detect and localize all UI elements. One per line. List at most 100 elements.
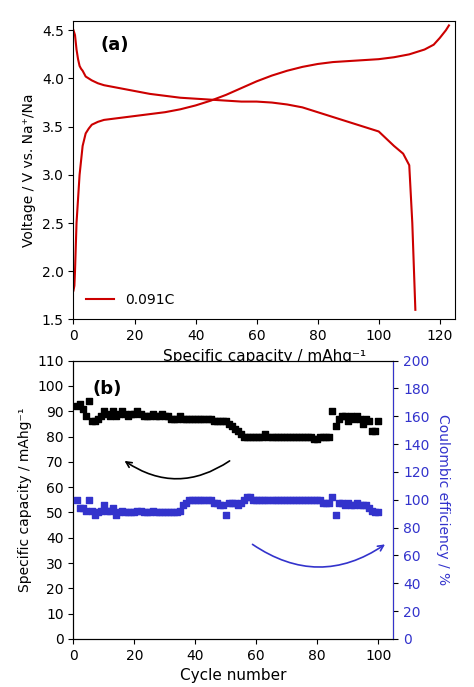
Point <box>155 411 163 422</box>
Point <box>189 414 196 425</box>
Point <box>76 398 83 409</box>
Point <box>234 500 242 511</box>
Point <box>131 507 138 518</box>
Point <box>195 414 202 425</box>
Point <box>335 497 342 508</box>
Point <box>94 507 101 518</box>
Point <box>368 506 376 517</box>
Point <box>338 411 346 422</box>
Point <box>85 396 92 407</box>
X-axis label: Cycle number: Cycle number <box>180 668 287 683</box>
Point <box>161 507 169 518</box>
Point <box>274 431 282 442</box>
Point <box>173 414 181 425</box>
Point <box>371 507 379 518</box>
Point <box>100 500 108 511</box>
Point <box>112 510 120 521</box>
Point <box>317 431 324 442</box>
Point <box>310 433 318 444</box>
Point <box>353 411 361 422</box>
Point <box>259 431 266 442</box>
Point <box>368 426 376 437</box>
Point <box>79 403 86 414</box>
Point <box>228 497 236 508</box>
Point <box>307 495 315 506</box>
Point <box>289 495 297 506</box>
Point <box>350 500 357 511</box>
Point <box>219 416 227 427</box>
Point <box>73 401 80 412</box>
Point <box>326 431 333 442</box>
Point <box>298 431 306 442</box>
Point <box>231 497 239 508</box>
Point <box>341 500 348 511</box>
Point <box>146 411 154 422</box>
Text: (b): (b) <box>92 380 122 398</box>
Point <box>176 506 184 517</box>
Point <box>143 411 150 422</box>
Point <box>280 431 288 442</box>
Point <box>362 414 370 425</box>
Point <box>280 495 288 506</box>
Point <box>219 500 227 511</box>
Legend: 0.091C: 0.091C <box>81 287 180 313</box>
Point <box>191 414 199 425</box>
Point <box>161 411 169 422</box>
Y-axis label: Specific capacity / mAhg⁻¹: Specific capacity / mAhg⁻¹ <box>18 407 32 592</box>
Point <box>94 414 101 425</box>
Point <box>103 408 111 419</box>
Point <box>362 500 370 511</box>
Point <box>128 507 135 518</box>
Point <box>121 408 129 419</box>
Point <box>292 495 300 506</box>
Point <box>292 431 300 442</box>
Point <box>155 507 163 518</box>
Point <box>158 507 165 518</box>
Point <box>240 431 248 442</box>
Point <box>195 495 202 506</box>
Point <box>347 500 355 511</box>
Point <box>164 507 172 518</box>
Point <box>164 411 172 422</box>
Point <box>231 423 239 434</box>
Point <box>118 506 126 517</box>
Point <box>323 431 330 442</box>
Point <box>97 506 105 517</box>
Point <box>179 414 187 425</box>
X-axis label: Specific capacity / mAhg⁻¹: Specific capacity / mAhg⁻¹ <box>163 349 366 363</box>
Point <box>134 406 141 417</box>
Point <box>91 510 99 521</box>
Point <box>179 500 187 511</box>
Point <box>170 507 178 518</box>
Point <box>253 495 260 506</box>
Point <box>140 411 147 422</box>
Point <box>283 495 291 506</box>
Point <box>109 406 117 417</box>
Point <box>191 495 199 506</box>
Point <box>82 506 90 517</box>
Point <box>234 426 242 437</box>
Point <box>350 414 357 425</box>
Point <box>140 507 147 518</box>
Point <box>204 495 211 506</box>
Point <box>222 510 229 521</box>
Point <box>106 411 114 422</box>
Point <box>344 416 352 427</box>
Point <box>128 408 135 419</box>
Point <box>317 495 324 506</box>
Point <box>82 411 90 422</box>
Point <box>295 495 303 506</box>
Point <box>286 431 293 442</box>
Point <box>268 495 275 506</box>
Point <box>182 414 190 425</box>
Point <box>374 416 382 427</box>
Point <box>323 497 330 508</box>
Point <box>344 497 352 508</box>
Point <box>173 507 181 518</box>
Point <box>213 416 220 427</box>
Point <box>100 406 108 417</box>
Point <box>167 414 175 425</box>
Point <box>201 495 208 506</box>
Point <box>268 431 275 442</box>
Point <box>213 497 220 508</box>
